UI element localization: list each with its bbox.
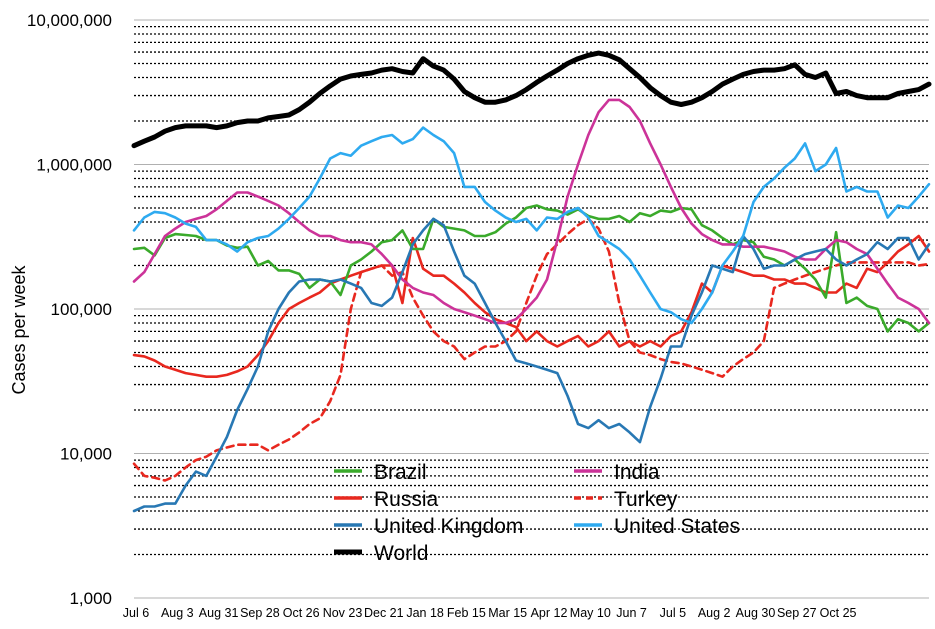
grid <box>134 19 929 599</box>
legend-item-world: World <box>334 542 428 565</box>
legend-label: Turkey <box>614 488 678 511</box>
legend: Brazil India Russia Turkey United Kingdom Uni… <box>334 461 740 565</box>
x-tick-label: Oct 25 <box>820 606 857 620</box>
y-tick-labels: 1,000 10,000 100,000 1,000,000 10,000,000 <box>27 11 112 608</box>
x-tick-label: Aug 3 <box>161 606 194 620</box>
x-tick-label: May 10 <box>570 606 611 620</box>
legend-item-united-states: United States <box>574 515 740 538</box>
x-tick-label: Feb 15 <box>447 606 486 620</box>
y-tick-label: 100,000 <box>51 300 112 319</box>
series-line-united-states <box>132 126 931 325</box>
x-tick-label: Mar 15 <box>488 606 527 620</box>
x-tick-label: Aug 30 <box>736 606 776 620</box>
legend-item-brazil: Brazil <box>334 461 427 484</box>
series-lines <box>131 50 932 513</box>
x-tick-labels: Jul 6 Aug 3 Aug 31 Sep 28 Oct 26 Nov 23 Dec 21… <box>123 606 857 620</box>
y-axis-title: Cases per week <box>9 264 29 394</box>
y-tick-label: 10,000,000 <box>27 11 112 30</box>
legend-item-india: India <box>574 461 660 484</box>
legend-label: United Kingdom <box>374 515 523 538</box>
x-tick-label: Apr 12 <box>531 606 568 620</box>
series-line-brazil <box>132 204 931 333</box>
legend-label: World <box>374 542 428 565</box>
y-tick-label: 1,000,000 <box>36 156 112 175</box>
x-tick-label: Jun 7 <box>616 606 647 620</box>
series-line-world <box>131 50 932 149</box>
x-tick-label: Aug 2 <box>698 606 731 620</box>
y-tick-label: 1,000 <box>69 589 112 608</box>
x-tick-label: Sep 27 <box>777 606 817 620</box>
series-line-russia <box>132 234 931 379</box>
legend-item-turkey: Turkey <box>574 488 678 511</box>
x-tick-label: Nov 23 <box>323 606 363 620</box>
legend-label: Russia <box>374 488 439 511</box>
legend-label: United States <box>614 515 740 538</box>
x-tick-label: Jan 18 <box>406 606 444 620</box>
x-tick-label: Aug 31 <box>199 606 239 620</box>
y-tick-label: 10,000 <box>60 445 112 464</box>
series-line-united-kingdom <box>132 217 931 513</box>
x-tick-label: Oct 26 <box>283 606 320 620</box>
x-tick-label: Sep 28 <box>240 606 280 620</box>
legend-item-united-kingdom: United Kingdom <box>334 515 523 538</box>
legend-label: Brazil <box>374 461 427 484</box>
series-line-turkey <box>132 217 931 482</box>
x-tick-label: Jul 6 <box>123 606 149 620</box>
legend-item-russia: Russia <box>334 488 439 511</box>
x-tick-label: Jul 5 <box>660 606 686 620</box>
x-tick-label: Dec 21 <box>364 606 404 620</box>
legend-label: India <box>614 461 660 484</box>
